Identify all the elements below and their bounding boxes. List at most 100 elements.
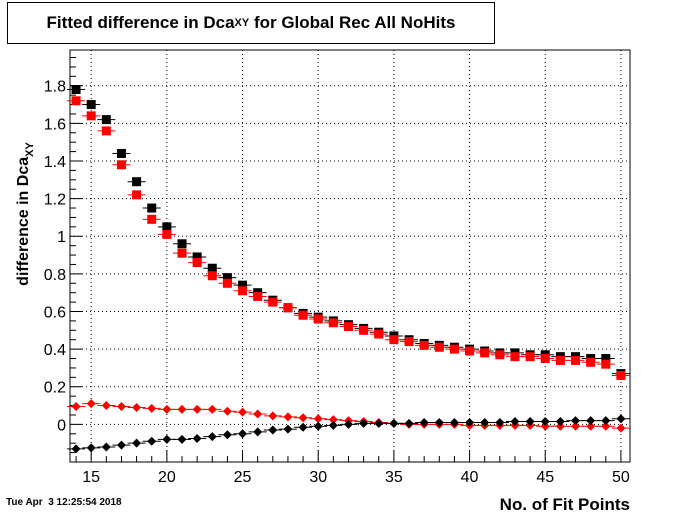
data-point [343, 322, 353, 332]
x-tick-label: 20 [158, 469, 176, 486]
data-point [586, 421, 596, 431]
data-point [162, 229, 172, 239]
data-point [238, 286, 248, 296]
data-marks [67, 85, 630, 454]
data-point [116, 148, 126, 158]
data-point [238, 407, 248, 417]
data-point [601, 354, 611, 364]
data-point [238, 429, 248, 439]
data-point [465, 417, 475, 427]
data-point [147, 203, 157, 213]
data-point [177, 404, 187, 414]
data-point [116, 160, 126, 170]
data-point [147, 436, 157, 446]
plot-frame [69, 49, 631, 463]
data-point [586, 357, 596, 367]
data-point [571, 421, 581, 431]
data-point [525, 352, 535, 362]
data-point [389, 335, 399, 345]
data-point [162, 434, 172, 444]
data-point [555, 421, 565, 431]
data-point [313, 421, 323, 431]
data-point [238, 280, 248, 290]
data-point [495, 350, 505, 360]
data-point [101, 115, 111, 125]
data-point [86, 443, 96, 453]
y-tick-label: 1.2 [44, 192, 66, 209]
x-tick-label: 15 [82, 469, 100, 486]
data-point [192, 433, 202, 443]
data-point [586, 416, 596, 426]
data-point [207, 404, 217, 414]
data-point [449, 417, 459, 427]
data-point [328, 318, 338, 328]
y-tick-label: 1.4 [44, 154, 66, 171]
x-tick-label: 45 [536, 469, 554, 486]
data-point [253, 409, 263, 419]
data-point [283, 412, 293, 422]
data-point [480, 417, 490, 427]
data-point [555, 417, 565, 427]
data-point [132, 402, 142, 412]
data-point [222, 430, 232, 440]
data-point [86, 399, 96, 409]
y-tick-label: 0.8 [44, 267, 66, 284]
data-point [71, 85, 81, 95]
data-point [207, 271, 217, 281]
x-tick-label: 40 [461, 469, 479, 486]
data-point [601, 421, 611, 431]
data-point [571, 416, 581, 426]
chart-title-suffix: for Global Rec All NoHits [249, 13, 456, 32]
data-point [601, 359, 611, 369]
data-point [571, 355, 581, 365]
data-point [434, 417, 444, 427]
data-point [71, 444, 81, 454]
data-point [253, 291, 263, 301]
data-point [313, 314, 323, 324]
data-point [616, 423, 626, 433]
y-tick-label: 1 [57, 229, 66, 246]
data-point [268, 425, 278, 435]
data-point [192, 258, 202, 268]
data-point [162, 404, 172, 414]
data-point [343, 419, 353, 429]
data-point [101, 442, 111, 452]
data-point [147, 403, 157, 413]
data-point [601, 416, 611, 426]
data-point [510, 417, 520, 427]
data-point [207, 432, 217, 442]
axes: 15 20 25 30 35 40 45 50 0 0.2 0.4 0.6 0.8 1 1.2 1.4 1.6 1… [44, 57, 630, 486]
data-point [404, 337, 414, 347]
data-point [434, 342, 444, 352]
data-point [389, 418, 399, 428]
data-point [404, 418, 414, 428]
data-point [555, 355, 565, 365]
data-point [101, 126, 111, 136]
data-point [268, 297, 278, 307]
data-point [86, 111, 96, 121]
data-point [328, 420, 338, 430]
data-point [222, 278, 232, 288]
data-point [71, 402, 81, 412]
grid-lines [70, 50, 630, 462]
data-point [71, 96, 81, 106]
data-point [116, 402, 126, 412]
data-point [495, 417, 505, 427]
data-point [101, 401, 111, 411]
y-tick-label: 0.2 [44, 380, 66, 397]
data-point [616, 370, 626, 380]
data-point [328, 415, 338, 425]
series-1 [67, 96, 630, 380]
data-point [116, 440, 126, 450]
y-tick-label: 0 [57, 417, 66, 434]
data-point [359, 325, 369, 335]
data-point [132, 438, 142, 448]
data-point [419, 340, 429, 350]
data-point [283, 424, 293, 434]
data-point [162, 222, 172, 232]
data-point [192, 404, 202, 414]
chart-title-prefix: Fitted difference in Dca [46, 13, 235, 32]
data-point [283, 303, 293, 313]
data-point [132, 190, 142, 200]
